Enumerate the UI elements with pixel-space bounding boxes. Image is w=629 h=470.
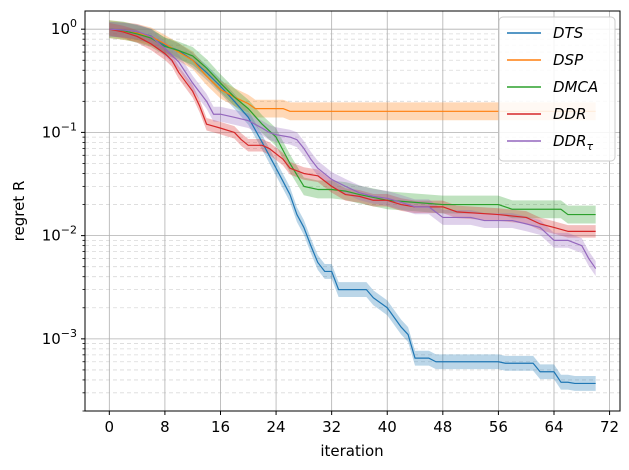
y-axis-label: regret R — [10, 181, 28, 242]
y-tick-label: 100 — [51, 17, 77, 38]
x-axis-label: iteration — [320, 442, 383, 460]
y-tick-label: 10−2 — [42, 224, 77, 245]
legend-label: DSP — [553, 51, 584, 69]
x-tick-label: 16 — [211, 418, 230, 436]
legend-label: DDR — [553, 105, 587, 123]
plot-frame — [84, 10, 621, 412]
x-tick-label: 56 — [489, 418, 508, 436]
x-tick-label: 40 — [378, 418, 397, 436]
x-tick-label: 32 — [322, 418, 341, 436]
x-tick-label: 24 — [267, 418, 286, 436]
legend-label: DDRτ — [553, 132, 594, 153]
legend: DTS DSP DMCA DDR DDRτ — [498, 16, 616, 162]
series-band — [109, 22, 596, 238]
legend-box — [498, 16, 616, 162]
series-line — [109, 28, 596, 112]
series-line — [109, 28, 596, 232]
y-tick-label: 10−1 — [42, 120, 77, 141]
series-lines — [109, 28, 597, 385]
series-line — [109, 28, 597, 269]
series-line — [109, 28, 596, 216]
y-tick-label: 10−3 — [42, 327, 77, 348]
legend-label: DTS — [553, 24, 584, 42]
x-tick-label: 0 — [105, 418, 115, 436]
x-tick-label: 8 — [160, 418, 170, 436]
x-tick-label: 48 — [433, 418, 452, 436]
x-tick-label: 72 — [600, 418, 619, 436]
axis-ticks: 0 8 16 24 32 40 48 56 64 72 100 10−1 10−2 10−3 — [42, 17, 619, 436]
legend-label: DMCA — [553, 78, 598, 96]
x-tick-label: 64 — [544, 418, 563, 436]
grid — [85, 11, 620, 412]
